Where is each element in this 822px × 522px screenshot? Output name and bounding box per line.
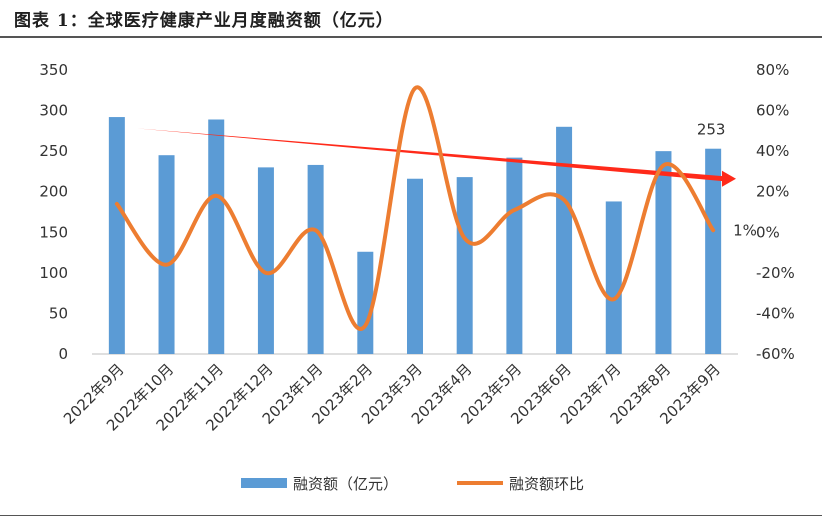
line-point: [563, 199, 565, 201]
bar: [307, 164, 324, 354]
legend-line-label: 融资额环比: [509, 475, 584, 493]
line-series: [114, 85, 716, 331]
left-axis-tick-label: 250: [39, 142, 68, 160]
bar: [407, 178, 423, 354]
left-axis-tick-label: 0: [58, 345, 68, 363]
bar: [158, 155, 175, 354]
left-axis-tick-label: 50: [49, 304, 68, 322]
left-axis-tick-label: 100: [39, 264, 68, 282]
last-line-data-label: 1%: [733, 221, 757, 239]
right-axis-tick-label: -20%: [756, 264, 795, 282]
category-labels: 2022年9月2022年10月2022年11月2022年12月2023年1月20…: [60, 360, 724, 434]
line-point: [265, 272, 267, 274]
line-point: [414, 87, 416, 89]
line-point: [364, 325, 366, 327]
trend-arrow: [136, 128, 736, 187]
bar: [357, 251, 374, 354]
left-axis-ticks: 0 50 100 150 200 250 300 350: [39, 61, 68, 363]
legend-bar-label: 融资额（亿元）: [293, 475, 398, 493]
line-point: [662, 164, 664, 166]
bar: [506, 157, 523, 354]
bar: [108, 117, 125, 354]
bar: [556, 126, 573, 354]
bar: [705, 148, 722, 354]
trend-arrow-head: [722, 170, 736, 187]
line-point: [712, 229, 714, 231]
right-axis-tick-label: 0%: [756, 223, 780, 241]
line-point: [613, 298, 615, 300]
legend: 融资额（亿元） 融资额环比: [241, 475, 584, 493]
line-point: [215, 195, 217, 197]
right-axis-tick-label: -60%: [756, 345, 795, 363]
right-axis-tick-label: 40%: [756, 142, 789, 160]
left-axis-tick-label: 200: [39, 183, 68, 201]
legend-bar-swatch: [241, 478, 287, 488]
line-point: [166, 264, 168, 266]
line-point: [116, 203, 118, 205]
left-axis-tick-label: 350: [39, 61, 68, 79]
last-bar-data-label: 253: [697, 121, 726, 139]
line-point: [464, 237, 466, 239]
line-point: [315, 229, 317, 231]
left-axis-tick-label: 300: [39, 102, 68, 120]
bar: [605, 201, 622, 354]
title-divider: [0, 36, 822, 38]
line-point: [513, 209, 515, 211]
right-axis-tick-label: 80%: [756, 61, 789, 79]
left-axis-tick-label: 150: [39, 223, 68, 241]
chart-title: 图表 1：全球医疗健康产业月度融资额（亿元）: [14, 11, 394, 31]
bottom-divider: [0, 515, 822, 516]
trend-arrow-shaft: [136, 128, 724, 182]
bar: [456, 177, 473, 354]
bar: [208, 119, 225, 354]
right-axis-tick-label: -40%: [756, 304, 795, 322]
bar: [257, 167, 274, 354]
right-axis-ticks: -60% -40% -20% 0% 20% 40% 60% 80%: [756, 61, 795, 363]
right-axis-tick-label: 20%: [756, 183, 789, 201]
bar: [655, 151, 672, 354]
right-axis-tick-label: 60%: [756, 102, 789, 120]
